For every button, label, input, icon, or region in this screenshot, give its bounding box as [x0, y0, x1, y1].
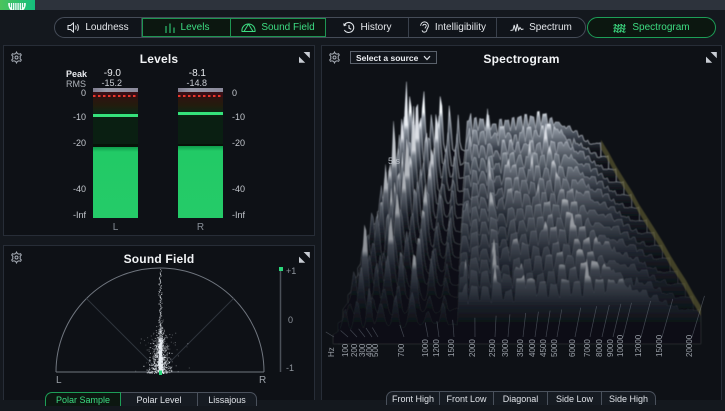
svg-text:2000: 2000: [468, 339, 477, 357]
svg-text:700: 700: [397, 343, 406, 357]
svg-text:7000: 7000: [583, 339, 592, 357]
svg-text:R: R: [259, 375, 266, 386]
svg-text:500: 500: [371, 343, 380, 357]
svg-text:3500: 3500: [516, 339, 525, 357]
svg-text:3000: 3000: [501, 339, 510, 357]
svg-text:20000: 20000: [685, 334, 694, 357]
svg-text:1500: 1500: [447, 339, 456, 357]
svg-text:-1: -1: [286, 363, 294, 373]
svg-text:9000: 9000: [606, 339, 615, 357]
svg-text:5000: 5000: [550, 339, 559, 357]
svg-text:1200: 1200: [432, 339, 441, 357]
svg-text:2500: 2500: [488, 339, 497, 357]
svg-text:4000: 4000: [528, 339, 537, 357]
svg-text:1000: 1000: [421, 339, 430, 357]
svg-text:5 s: 5 s: [388, 156, 401, 166]
svg-text:Hz: Hz: [327, 347, 336, 357]
svg-text:0: 0: [288, 315, 293, 325]
svg-text:15000: 15000: [655, 334, 664, 357]
svg-text:8000: 8000: [595, 339, 604, 357]
svg-text:10000: 10000: [616, 334, 625, 357]
svg-text:100: 100: [341, 343, 350, 357]
svg-text:4500: 4500: [539, 339, 548, 357]
svg-text:12000: 12000: [634, 334, 643, 357]
svg-text:6000: 6000: [568, 339, 577, 357]
svg-text:+1: +1: [286, 266, 296, 276]
svg-text:L: L: [56, 375, 62, 386]
